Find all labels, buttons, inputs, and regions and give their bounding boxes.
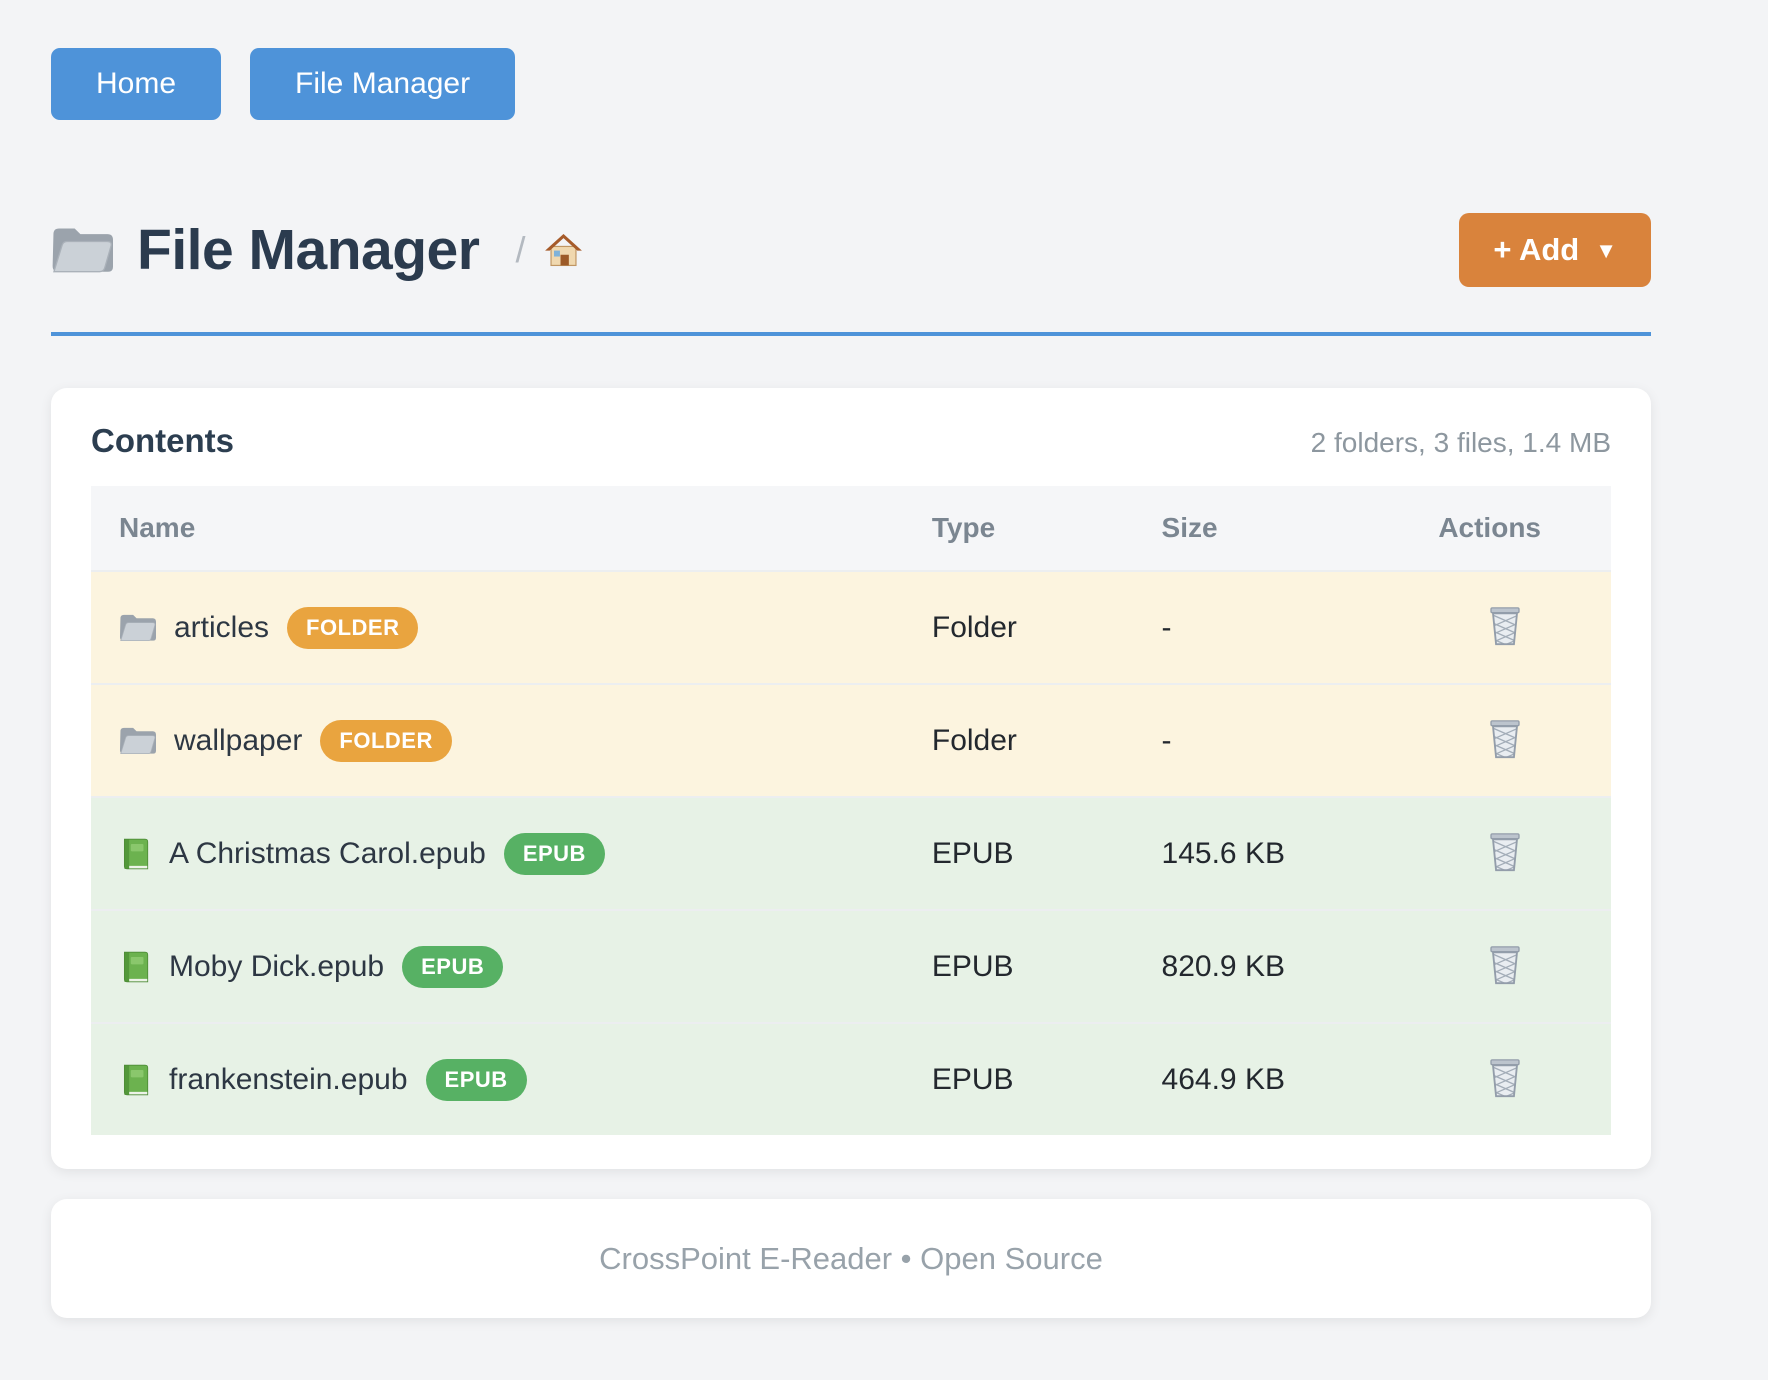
name-cell: Moby Dick.epub EPUB [91,910,904,1023]
type-cell: EPUB [931,836,1014,870]
item-name-link[interactable]: wallpaper [174,723,303,757]
size-cell: 820.9 KB [1161,949,1285,983]
footer: CrossPoint E-Reader • Open Source [51,1199,1651,1318]
name-cell: frankenstein.epub EPUB [91,1023,904,1135]
table-row: A Christmas Carol.epub EPUB EPUB 145.6 K… [91,797,1611,910]
delete-button[interactable] [1481,826,1529,881]
type-badge: EPUB [425,1058,527,1101]
actions-cell [1398,1023,1611,1135]
size-cell: 464.9 KB [1161,1062,1285,1096]
delete-button[interactable] [1481,713,1529,768]
delete-button[interactable] [1481,600,1529,655]
page-header: File Manager / + Add ▼ [51,208,1651,292]
type-badge: EPUB [503,832,605,875]
type-badge: FOLDER [287,606,419,649]
type-cell: EPUB [931,949,1014,983]
nav-file-manager-button[interactable]: File Manager [250,48,516,120]
breadcrumb-home[interactable] [543,231,584,269]
table-row: frankenstein.epub EPUB EPUB 464.9 KB [91,1023,1611,1135]
actions-cell [1398,571,1611,684]
trash-icon [1487,607,1523,649]
contents-summary: 2 folders, 3 files, 1.4 MB [1310,427,1611,458]
item-name-link[interactable]: A Christmas Carol.epub [169,836,486,870]
delete-button[interactable] [1481,939,1529,994]
table-row: wallpaper FOLDER Folder - [91,684,1611,797]
book-icon [119,949,151,985]
column-header-size: Size [1133,486,1399,571]
contents-heading: Contents [91,422,234,459]
type-badge: EPUB [402,945,504,988]
actions-cell [1398,797,1611,910]
page: Home File Manager File Manager / [51,0,1651,1318]
folder-icon [51,224,113,277]
item-name-link[interactable]: Moby Dick.epub [169,949,385,983]
page-title: File Manager [137,218,480,282]
book-icon [119,836,151,872]
column-header-actions: Actions [1398,486,1611,571]
column-header-name: Name [91,486,904,571]
folder-icon [119,725,156,757]
size-cell: - [1161,723,1172,757]
type-badge: FOLDER [320,719,452,762]
type-cell: EPUB [931,1062,1014,1096]
card-header: Contents 2 folders, 3 files, 1.4 MB [91,422,1611,460]
title-group: File Manager / [51,217,584,283]
actions-cell [1398,684,1611,797]
contents-card: Contents 2 folders, 3 files, 1.4 MB Name… [51,388,1651,1169]
trash-icon [1487,833,1523,875]
actions-cell [1398,910,1611,1023]
type-cell: Folder [931,610,1017,644]
add-button[interactable]: + Add ▼ [1459,213,1651,287]
trash-icon [1487,946,1523,988]
name-cell: A Christmas Carol.epub EPUB [91,797,904,910]
item-name-link[interactable]: frankenstein.epub [169,1062,408,1096]
trash-icon [1487,1059,1523,1101]
table-header-row: Name Type Size Actions [91,486,1611,571]
column-header-type: Type [903,486,1134,571]
type-cell: Folder [931,723,1017,757]
size-cell: - [1161,610,1172,644]
size-cell: 145.6 KB [1161,836,1285,870]
title-underline [51,332,1651,336]
home-icon [543,231,584,269]
breadcrumb-separator: / [515,229,526,270]
table-row: Moby Dick.epub EPUB EPUB 820.9 KB [91,910,1611,1023]
caret-down-icon: ▼ [1595,238,1617,263]
item-name-link[interactable]: articles [174,610,270,644]
delete-button[interactable] [1481,1052,1529,1107]
book-icon [119,1062,151,1098]
table-row: articles FOLDER Folder - [91,571,1611,684]
folder-icon [119,612,156,644]
name-cell: articles FOLDER [91,571,904,684]
footer-text: CrossPoint E-Reader • Open Source [599,1240,1103,1276]
contents-table: Name Type Size Actions [91,486,1611,1135]
top-nav: Home File Manager [51,0,1651,120]
nav-home-button[interactable]: Home [51,48,222,120]
contents-table-body: articles FOLDER Folder - [91,571,1611,1135]
add-button-label: + Add [1493,232,1580,267]
name-cell: wallpaper FOLDER [91,684,904,797]
trash-icon [1487,720,1523,762]
